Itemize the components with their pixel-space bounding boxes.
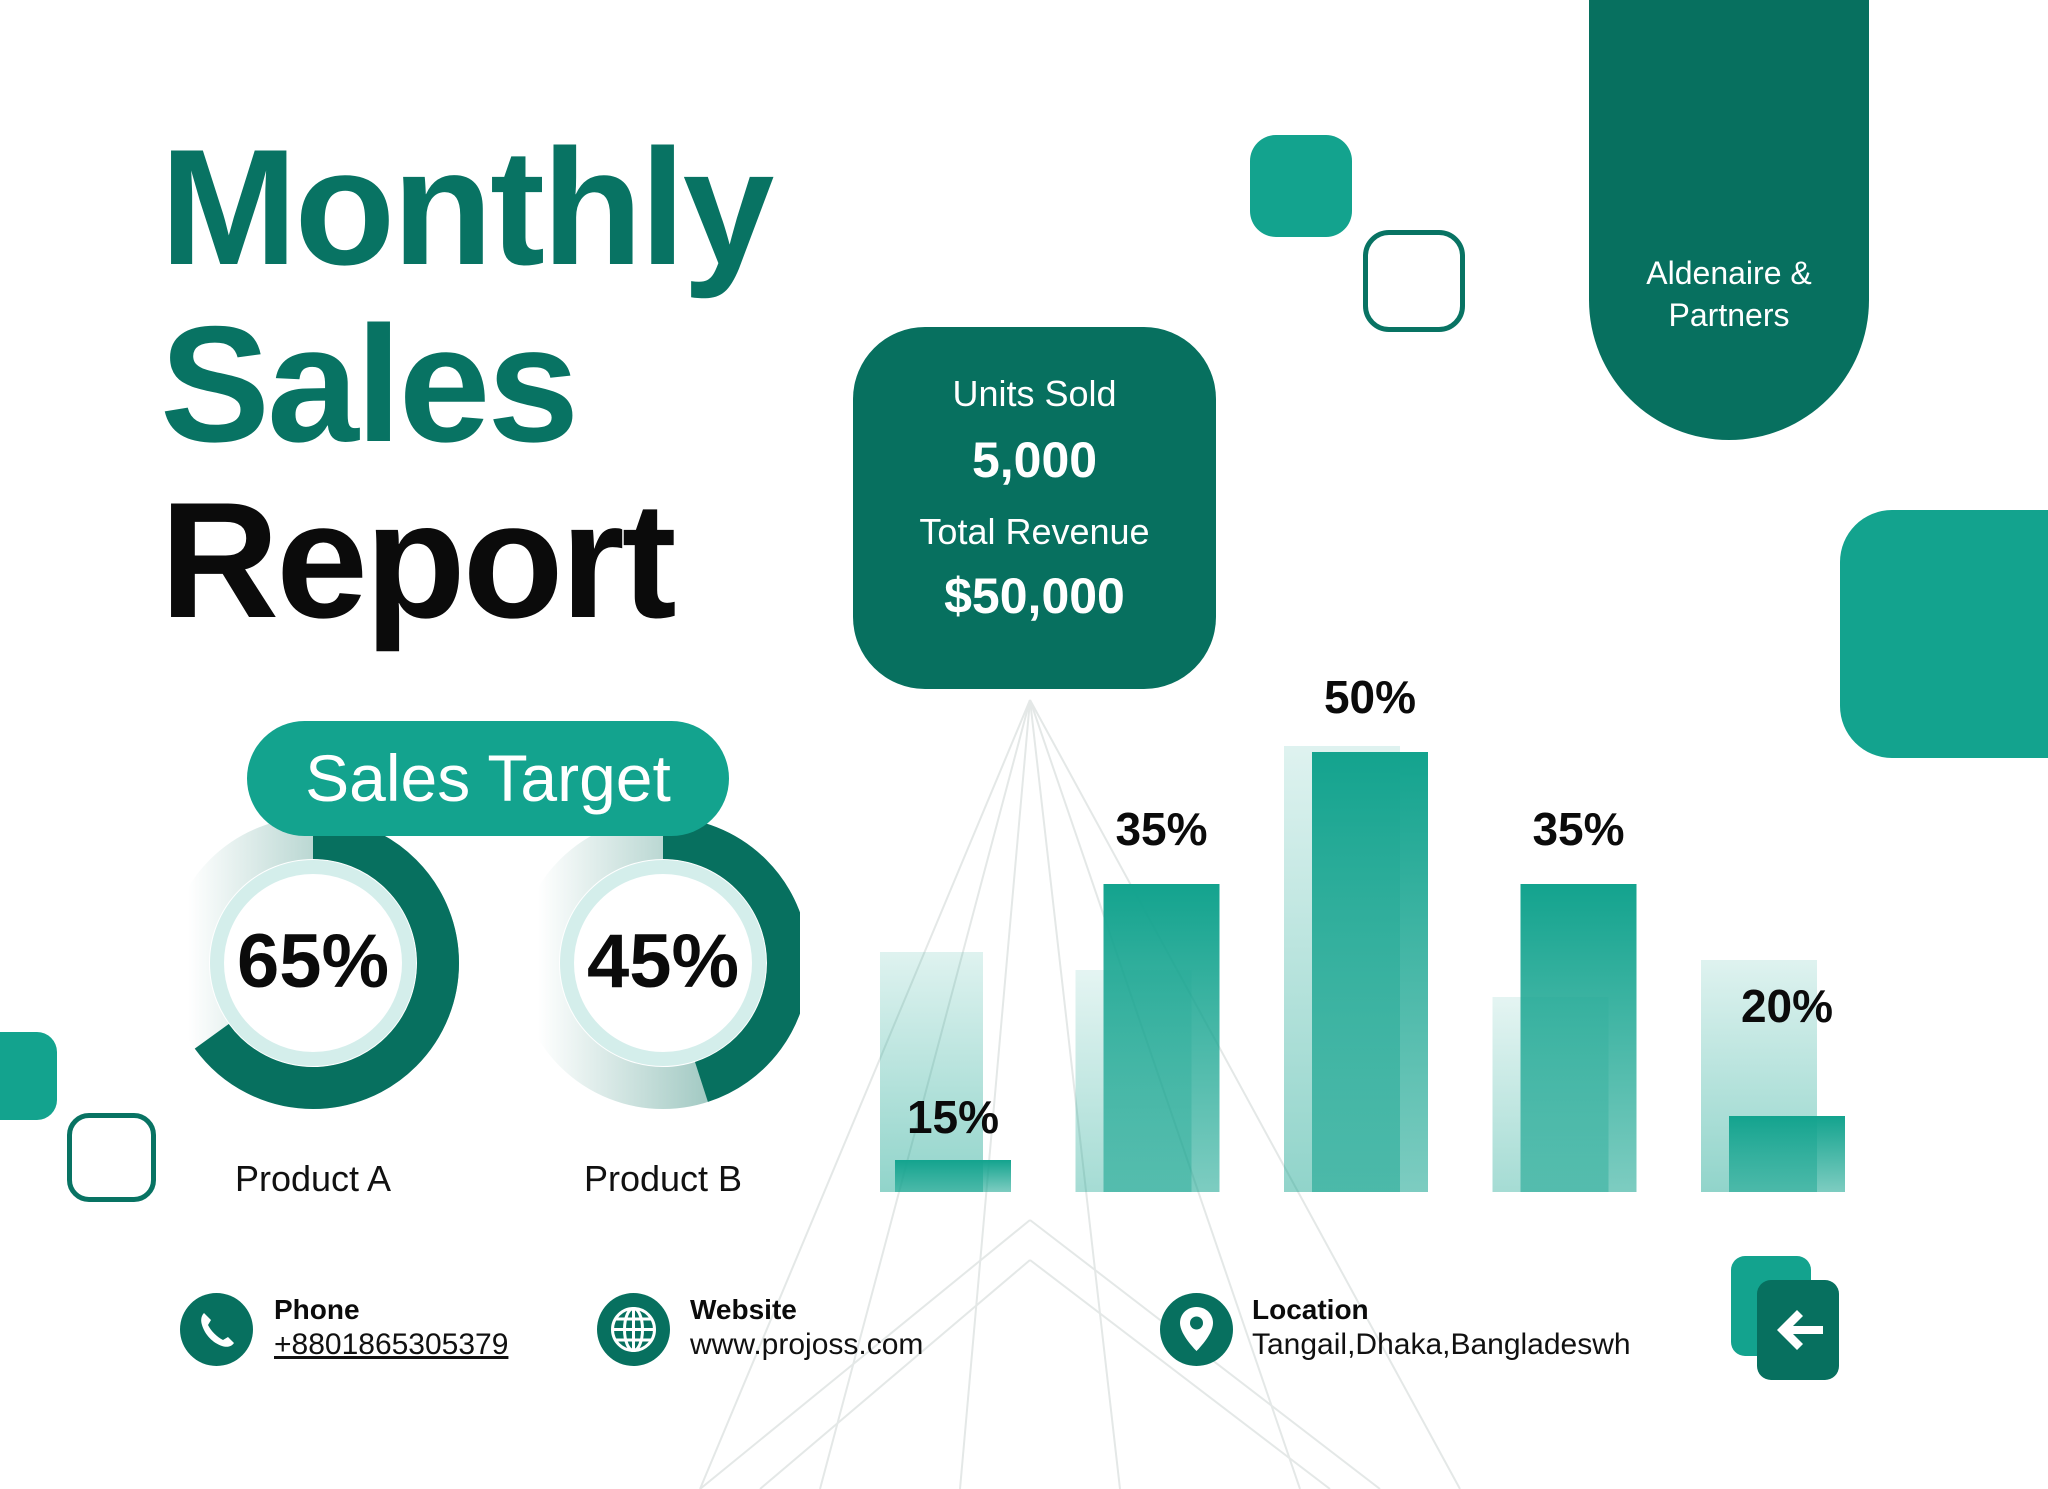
location-title: Location: [1252, 1294, 1369, 1325]
title-line-1: Monthly: [160, 115, 774, 299]
phone-icon: [180, 1293, 253, 1366]
bar: [1520, 884, 1637, 1192]
product-b-percent: 45%: [586, 919, 740, 1004]
bar: [1103, 884, 1220, 1192]
back-button[interactable]: [1731, 1256, 1839, 1380]
arrow-left-icon: [1757, 1280, 1839, 1380]
units-sold-value: 5,000: [971, 432, 1098, 488]
title-line-3: Report: [160, 468, 677, 652]
map-pin-icon: [1160, 1293, 1233, 1366]
globe-icon: [597, 1293, 670, 1366]
total-revenue-label: Total Revenue: [919, 511, 1150, 552]
product-a-percent: 65%: [236, 919, 390, 1004]
bar: [895, 1160, 1011, 1192]
phone-link[interactable]: +8801865305379: [274, 1328, 509, 1361]
donut-arc: [517, 817, 800, 1109]
bar: [1312, 752, 1428, 1192]
title-line-2: Sales: [160, 292, 579, 476]
donut-arc: [167, 817, 459, 1109]
bar: [1729, 1116, 1845, 1192]
donut-hole: [575, 875, 751, 1051]
donut-inner-ring: [210, 860, 416, 1066]
donut-hole: [225, 875, 401, 1051]
bar-chart: [880, 746, 1845, 1192]
phone-title: Phone: [274, 1294, 360, 1325]
bar-value-label: 35%: [1115, 803, 1208, 855]
donut-charts: [167, 817, 800, 1109]
bar-value-label: 20%: [1740, 980, 1834, 1032]
company-banner: Aldenaire & Partners: [1589, 0, 1869, 440]
total-revenue-value: $50,000: [944, 568, 1125, 624]
company-name: Aldenaire & Partners: [1646, 255, 1812, 333]
bar-value-label: 50%: [1323, 671, 1417, 723]
location-value: Tangail,Dhaka,Bangladeswh: [1252, 1328, 1631, 1361]
stats-card: Units Sold 5,000 Total Revenue $50,000: [853, 327, 1216, 689]
decor-square-outline: [67, 1113, 156, 1202]
decor-square-outline: [1363, 230, 1465, 332]
bar-value-label: 15%: [906, 1091, 1000, 1143]
units-sold-label: Units Sold: [952, 373, 1117, 414]
product-a-label: Product A: [234, 1158, 392, 1199]
website-link[interactable]: www.projoss.com: [690, 1328, 924, 1361]
sales-target-pill: Sales Target: [247, 721, 729, 836]
decor-square: [0, 1032, 57, 1120]
donut-inner-ring: [560, 860, 766, 1066]
decor-square: [1840, 510, 2048, 758]
decor-square: [1250, 135, 1352, 237]
product-b-label: Product B: [583, 1158, 743, 1199]
bar-shadow: [880, 952, 983, 1192]
bar-value-label: 35%: [1532, 803, 1625, 855]
website-title: Website: [690, 1294, 797, 1325]
